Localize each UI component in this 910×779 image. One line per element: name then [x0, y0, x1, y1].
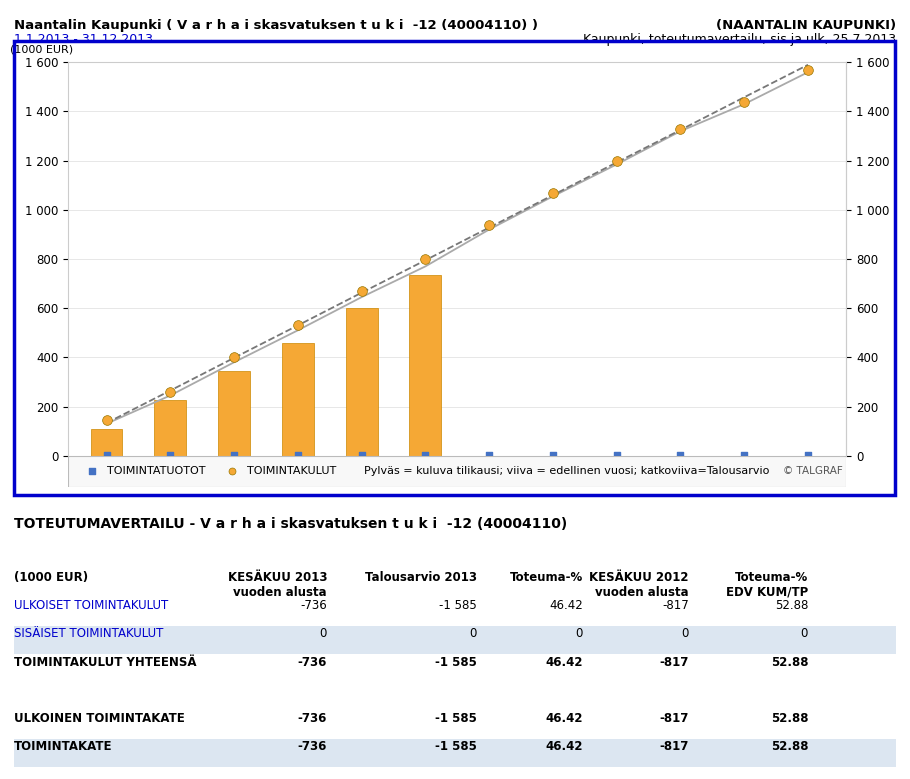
Text: -736: -736 — [298, 740, 327, 753]
Text: 0: 0 — [576, 627, 583, 640]
Text: 0: 0 — [801, 627, 808, 640]
Bar — [14, 739, 896, 767]
Text: Toteuma-%
EDV KUM/TP: Toteuma-% EDV KUM/TP — [726, 571, 808, 599]
Point — [163, 449, 177, 461]
Text: 52.88: 52.88 — [771, 740, 808, 753]
Text: TOIMINTAKATE: TOIMINTAKATE — [14, 740, 112, 753]
Text: 1.1.2013 - 31.12.2013: 1.1.2013 - 31.12.2013 — [14, 33, 153, 46]
Point — [290, 449, 305, 461]
Text: -817: -817 — [660, 740, 689, 753]
Text: -736: -736 — [298, 712, 327, 725]
Bar — [346, 308, 378, 456]
Point — [227, 449, 241, 461]
Text: -817: -817 — [662, 599, 689, 612]
Point — [801, 449, 815, 461]
Text: 0: 0 — [470, 627, 477, 640]
Bar — [218, 371, 250, 456]
Text: 52.88: 52.88 — [771, 656, 808, 668]
Point — [546, 449, 561, 461]
Text: SISÄISET TOIMINTAKULUT: SISÄISET TOIMINTAKULUT — [14, 627, 163, 640]
Text: -1 585: -1 585 — [440, 599, 477, 612]
Text: 0: 0 — [319, 627, 327, 640]
Text: TOIMINTATUOTOT: TOIMINTATUOTOT — [107, 467, 206, 476]
Point — [673, 449, 688, 461]
Text: (1000 EUR): (1000 EUR) — [10, 44, 73, 55]
Text: TOTEUTUMAVERTAILU - V a r h a i skasvatuksen t u k i  -12 (40004110): TOTEUTUMAVERTAILU - V a r h a i skasvatu… — [14, 516, 567, 530]
Point — [610, 449, 624, 461]
Point — [662, 323, 677, 336]
Bar — [282, 343, 314, 456]
Text: 46.42: 46.42 — [550, 599, 583, 612]
Text: -1 585: -1 585 — [435, 656, 477, 668]
Text: ULKOINEN TOIMINTAKATE: ULKOINEN TOIMINTAKATE — [14, 712, 185, 725]
Text: KESÄKUU 2012
vuoden alusta: KESÄKUU 2012 vuoden alusta — [590, 571, 689, 599]
Point — [99, 449, 114, 461]
Text: 0: 0 — [682, 627, 689, 640]
Text: KESÄKUU 2013
vuoden alusta: KESÄKUU 2013 vuoden alusta — [228, 571, 327, 599]
Bar — [410, 275, 441, 456]
Text: -736: -736 — [300, 599, 327, 612]
Text: 46.42: 46.42 — [545, 712, 583, 725]
Text: -817: -817 — [660, 712, 689, 725]
Text: ULKOISET TOIMINTAKULUT: ULKOISET TOIMINTAKULUT — [14, 599, 168, 612]
Point — [482, 449, 497, 461]
Text: TOIMINTAKULUT YHTEENSÄ: TOIMINTAKULUT YHTEENSÄ — [14, 656, 197, 668]
Text: 46.42: 46.42 — [545, 740, 583, 753]
Text: TOIMINTAKULUT: TOIMINTAKULUT — [248, 467, 337, 476]
Text: -817: -817 — [660, 656, 689, 668]
Text: Kaupunki, toteutumavertailu, sis ja ulk, 25.7.2013: Kaupunki, toteutumavertailu, sis ja ulk,… — [583, 33, 896, 46]
Point — [418, 449, 432, 461]
Text: -736: -736 — [298, 656, 327, 668]
Bar — [14, 626, 896, 654]
Text: (1000 EUR): (1000 EUR) — [14, 571, 87, 583]
Text: Naantalin Kaupunki ( V a r h a i skasvatuksen t u k i  -12 (40004110) ): Naantalin Kaupunki ( V a r h a i skasvat… — [14, 19, 538, 33]
Text: 52.88: 52.88 — [771, 712, 808, 725]
Text: 46.42: 46.42 — [545, 656, 583, 668]
Bar — [91, 428, 123, 456]
Text: Toteuma-%: Toteuma-% — [510, 571, 583, 583]
Text: Pylväs = kuluva tilikausi; viiva = edellinen vuosi; katkoviiva=Talousarvio: Pylväs = kuluva tilikausi; viiva = edell… — [364, 467, 769, 476]
Bar — [155, 400, 187, 456]
Text: -1 585: -1 585 — [435, 712, 477, 725]
Point — [354, 449, 369, 461]
Text: Talousarvio 2013: Talousarvio 2013 — [365, 571, 477, 583]
Text: © TALGRAF: © TALGRAF — [783, 467, 843, 476]
Text: -1 585: -1 585 — [435, 740, 477, 753]
Text: (NAANTALIN KAUPUNKI): (NAANTALIN KAUPUNKI) — [716, 19, 896, 33]
Point — [737, 449, 752, 461]
Text: 52.88: 52.88 — [774, 599, 808, 612]
